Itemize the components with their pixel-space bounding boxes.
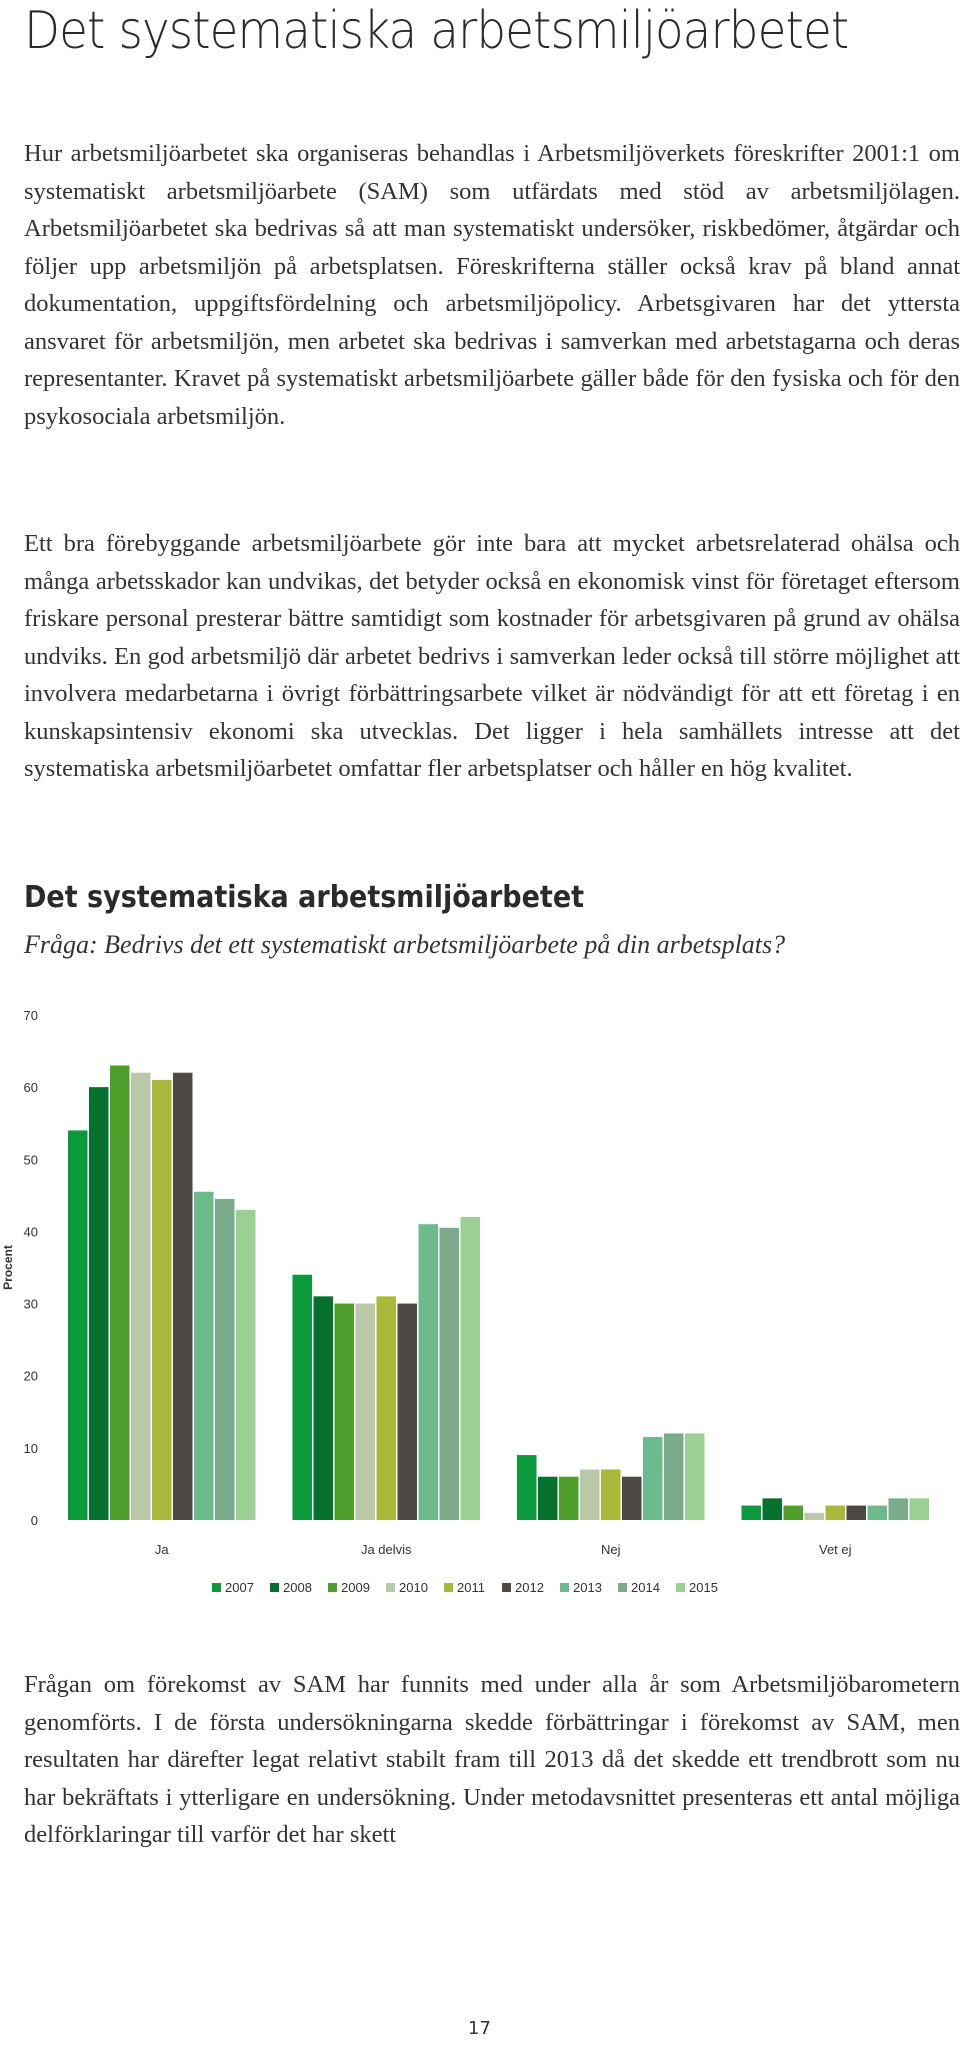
legend-swatch (386, 1583, 395, 1592)
legend-label: 2011 (457, 1580, 485, 1595)
bar (762, 1498, 782, 1520)
bar (313, 1296, 333, 1520)
bar (580, 1469, 600, 1520)
y-tick-label: 70 (24, 1008, 38, 1023)
bar (418, 1224, 438, 1520)
bar (517, 1455, 537, 1520)
y-tick-label: 0 (31, 1513, 38, 1528)
y-tick-label: 20 (24, 1369, 38, 1384)
legend-swatch (676, 1583, 685, 1592)
chart-heading: Det systematiska arbetsmiljöarbetet (24, 880, 585, 915)
y-tick-label: 30 (24, 1297, 38, 1312)
y-tick-label: 40 (24, 1224, 38, 1239)
bar (355, 1303, 375, 1520)
bar (173, 1072, 193, 1520)
legend-swatch (328, 1583, 337, 1592)
bar (643, 1437, 663, 1520)
legend-swatch (444, 1583, 453, 1592)
bar (89, 1087, 109, 1520)
bar (439, 1227, 459, 1520)
legend-label: 2007 (225, 1580, 254, 1595)
legend-swatch (502, 1583, 511, 1592)
legend-label: 2013 (573, 1580, 602, 1595)
bar (376, 1296, 396, 1520)
legend-label: 2015 (689, 1580, 718, 1595)
bar (397, 1303, 417, 1520)
bar (334, 1303, 354, 1520)
y-tick-label: 10 (24, 1441, 38, 1456)
legend-label: 2012 (515, 1580, 544, 1595)
category-label: Nej (601, 1542, 621, 1557)
bar (68, 1130, 88, 1520)
body-paragraph-2: Ett bra förebyggande arbetsmiljöarbete g… (24, 530, 960, 782)
category-label: Ja delvis (361, 1542, 412, 1557)
bar (152, 1079, 172, 1520)
legend-swatch (560, 1583, 569, 1592)
bar (131, 1072, 151, 1520)
bar (601, 1469, 621, 1520)
bar-chart: 0 10 20 30 40 50 60 70 Procent Ja Ja delvis Nej Vet … (1, 1008, 929, 1595)
bar (909, 1498, 929, 1520)
y-tick-label: 60 (24, 1080, 38, 1095)
y-axis-label: Procent (1, 1245, 15, 1290)
category-label: Ja (155, 1542, 170, 1557)
bar (825, 1505, 845, 1520)
legend-label: 2009 (341, 1580, 370, 1595)
legend-swatch (212, 1583, 221, 1592)
bar (664, 1433, 684, 1520)
bar (215, 1198, 235, 1520)
bar (741, 1505, 761, 1520)
bar (685, 1433, 705, 1520)
bar (460, 1217, 480, 1520)
bar (236, 1209, 256, 1520)
bar (559, 1476, 579, 1520)
bar (292, 1274, 312, 1520)
y-tick-label: 50 (24, 1152, 38, 1167)
bar (783, 1505, 803, 1520)
body-paragraph-1: Hur arbetsmiljöarbetet ska organiseras b… (24, 140, 960, 430)
legend-swatch (618, 1583, 627, 1592)
category-label: Vet ej (819, 1542, 852, 1557)
bar (804, 1512, 824, 1520)
bar (867, 1505, 887, 1520)
body-paragraph-3: Frågan om förekomst av SAM har funnits m… (24, 1671, 960, 1848)
bar (846, 1505, 866, 1520)
bar (888, 1498, 908, 1520)
chart-question: Fråga: Bedrivs det ett systematiskt arbe… (24, 930, 786, 959)
bar (622, 1476, 642, 1520)
bar (538, 1476, 558, 1520)
legend-label: 2008 (283, 1580, 312, 1595)
page-number: 17 (468, 2018, 491, 2039)
bar (110, 1065, 130, 1520)
legend-label: 2014 (631, 1580, 660, 1595)
legend-swatch (270, 1583, 279, 1592)
legend-label: 2010 (399, 1580, 428, 1595)
bar (194, 1191, 214, 1520)
page-title: Det systematiska arbetsmiljöarbetet (24, 1, 849, 61)
